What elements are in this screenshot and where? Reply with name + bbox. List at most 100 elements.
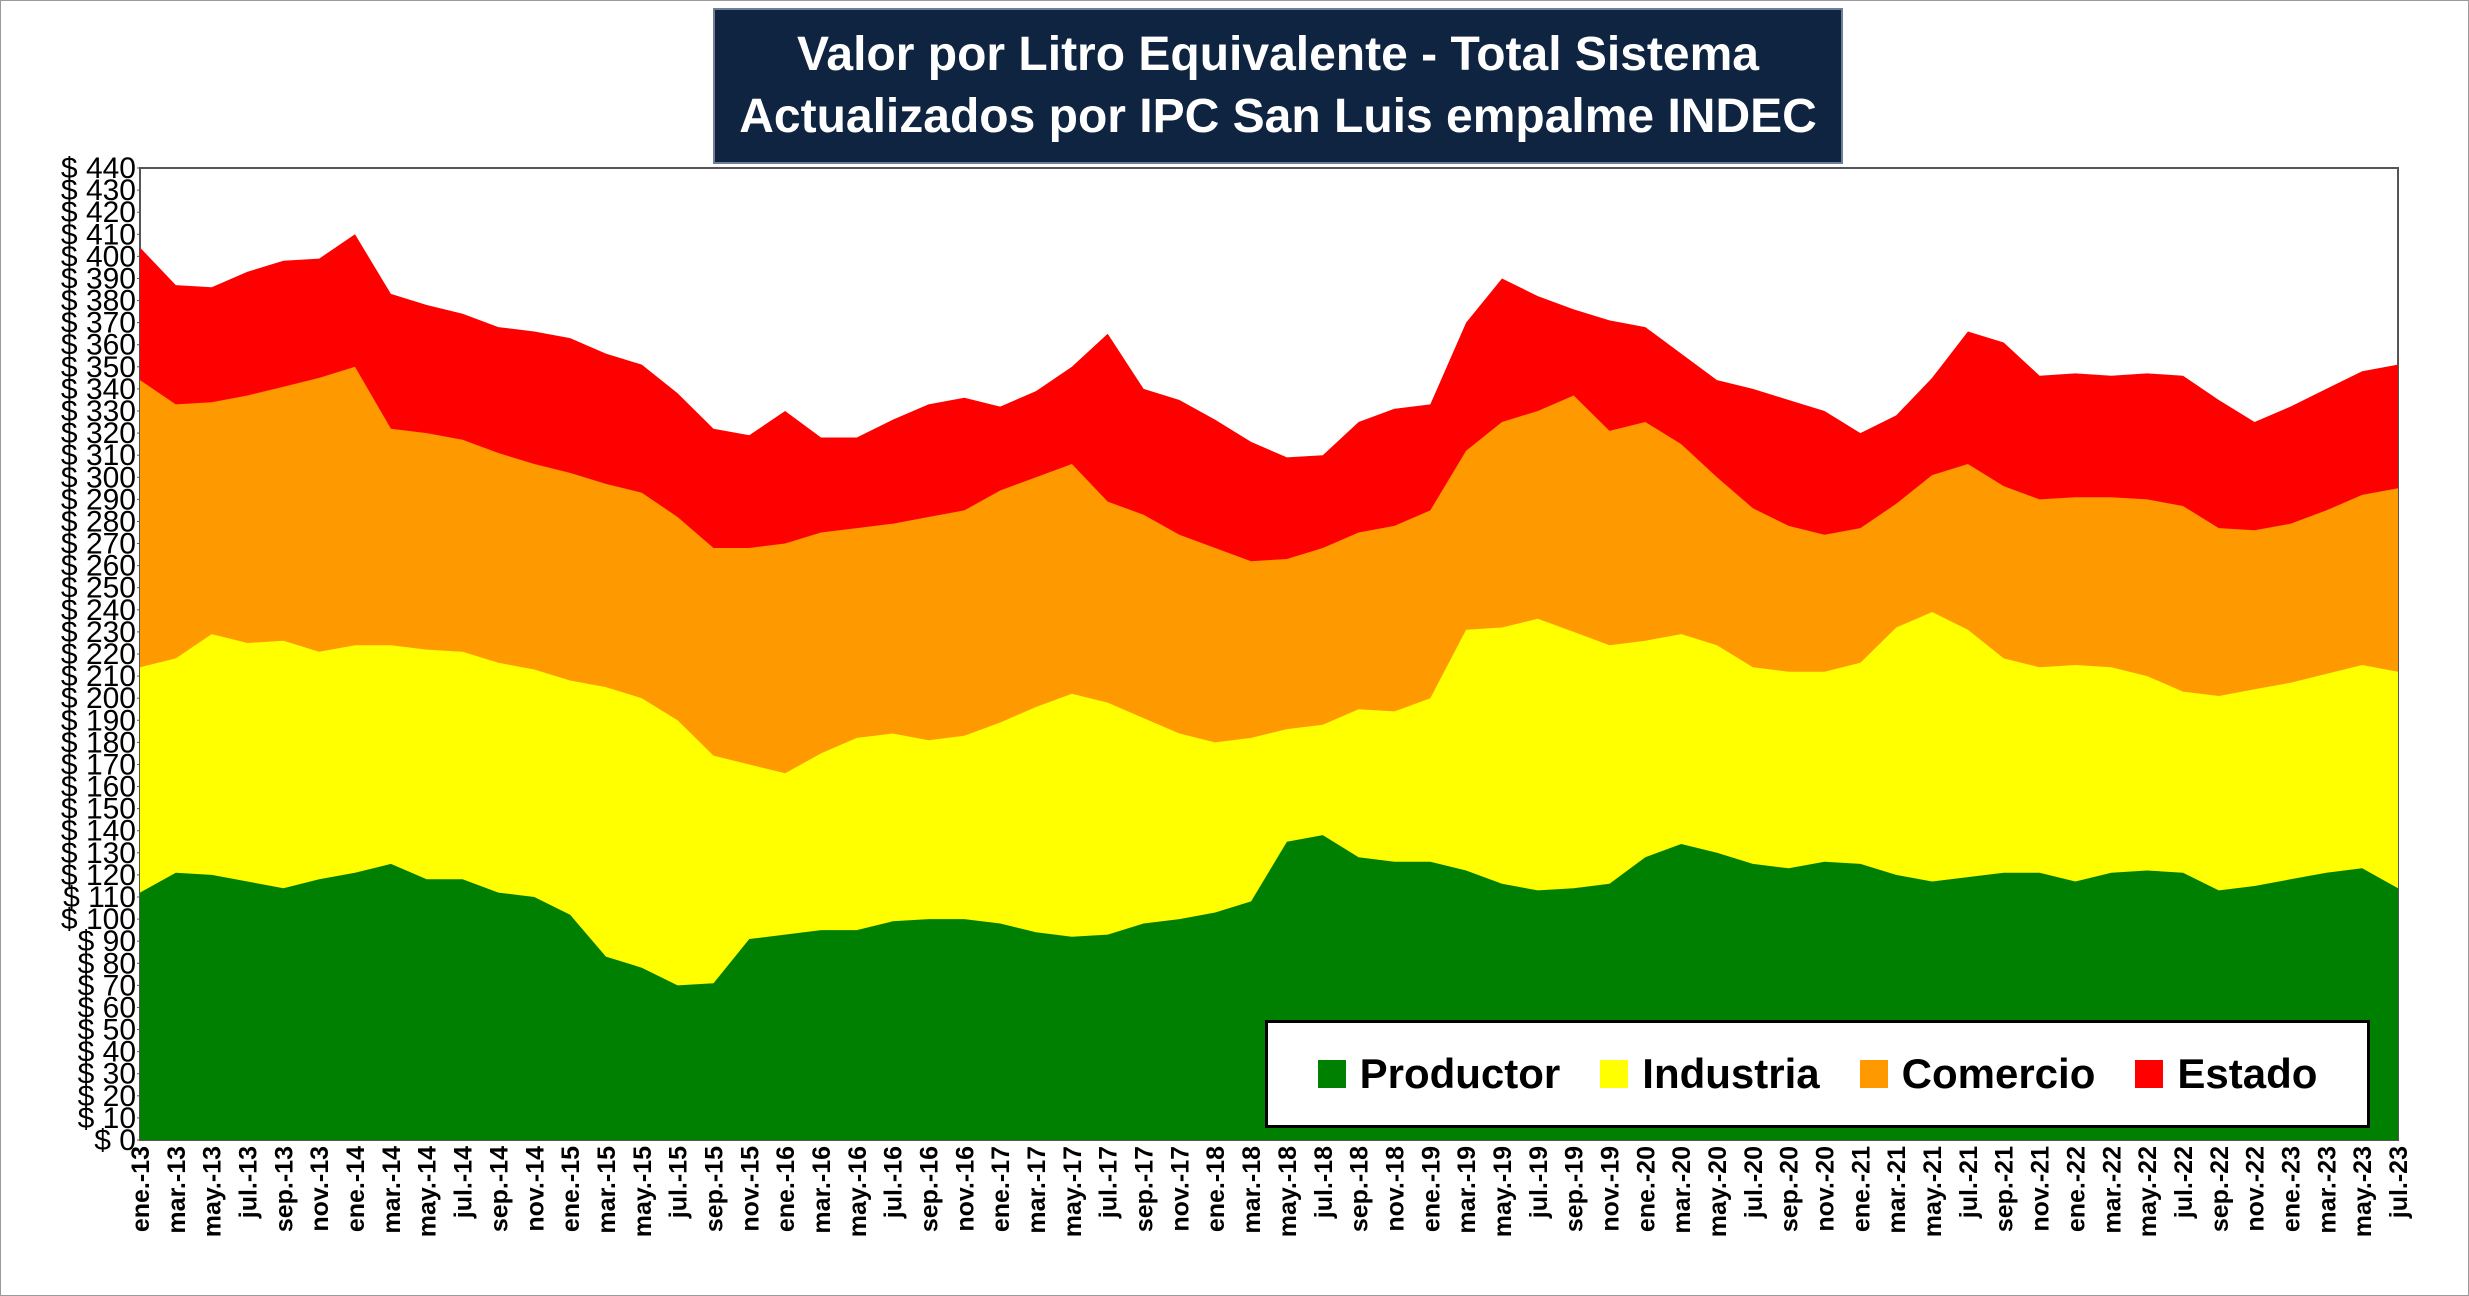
x-tick-label: jul.-21 <box>1955 1146 1983 1219</box>
y-tick-label: $ 250 <box>61 572 136 605</box>
y-tick-label: $ 110 <box>63 881 136 914</box>
y-tick-label: $ 280 <box>61 505 136 538</box>
x-tick-label: ene.-20 <box>1632 1146 1660 1232</box>
y-tick-label: $ 210 <box>61 660 136 693</box>
area-series-group <box>140 234 2398 1141</box>
y-tick-label: $ 10 <box>78 1102 136 1135</box>
x-tick-label: ene.-15 <box>557 1146 585 1232</box>
y-tick-label: $ 300 <box>61 461 136 494</box>
x-tick-label: ene.-21 <box>1847 1146 1875 1232</box>
x-tick-label: sep.-18 <box>1346 1146 1374 1232</box>
x-tick-label: sep.-13 <box>270 1146 298 1232</box>
y-tick-label: $ 60 <box>78 991 136 1024</box>
y-tick-label: $ 180 <box>61 726 136 759</box>
x-tick-label: ene.-18 <box>1202 1146 1230 1232</box>
x-tick-label: sep.-14 <box>485 1146 513 1232</box>
y-tick-label: $ 190 <box>61 704 136 737</box>
legend-label-productor: Productor <box>1359 1050 1561 1097</box>
x-tick-label: nov.-19 <box>1597 1146 1625 1232</box>
x-tick-label: may.-17 <box>1059 1146 1087 1237</box>
y-tick-label: $ 160 <box>61 771 136 804</box>
y-tick-label: $ 330 <box>61 395 136 428</box>
chart-title: Valor por Litro Equivalente - Total Sist… <box>797 28 1759 81</box>
y-tick-label: $ 320 <box>61 417 136 450</box>
y-tick-label: $ 50 <box>78 1014 136 1047</box>
x-tick-label: nov.-20 <box>1812 1146 1840 1232</box>
x-tick-label: ene.-14 <box>342 1146 370 1232</box>
y-tick-label: $ 430 <box>61 174 136 207</box>
legend-item-comercio: Comercio <box>1859 1050 2096 1098</box>
x-tick-label: mar.-23 <box>2313 1146 2341 1234</box>
y-tick-label: $ 0 <box>94 1124 136 1157</box>
y-tick-label: $ 30 <box>78 1058 136 1091</box>
x-tick-label: ene.-23 <box>2278 1146 2306 1232</box>
x-tick-label: nov.-17 <box>1166 1146 1194 1232</box>
legend: Productor Industria Comercio Estado <box>1265 1020 2370 1128</box>
x-tick-label: sep.-16 <box>916 1146 944 1232</box>
x-tick-label: mar.-13 <box>163 1146 191 1234</box>
x-tick-label: nov.-22 <box>2242 1146 2270 1232</box>
y-tick-label: $ 240 <box>61 594 136 627</box>
legend-item-industria: Industria <box>1600 1050 1820 1098</box>
x-tick-label: may.-15 <box>629 1146 657 1237</box>
x-tick-label: may.-22 <box>2134 1146 2162 1237</box>
y-tick-label: $ 390 <box>61 262 136 295</box>
x-tick-label: jul.-19 <box>1525 1146 1553 1219</box>
x-tick-label: mar.-15 <box>593 1146 621 1234</box>
x-tick-label: nov.-14 <box>521 1146 549 1232</box>
x-tick-label: may.-13 <box>199 1146 227 1237</box>
y-tick-label: $ 20 <box>78 1080 136 1113</box>
x-tick-label: may.-16 <box>844 1146 872 1237</box>
x-tick-label: may.-23 <box>2349 1146 2377 1237</box>
x-tick-label: mar.-21 <box>1883 1146 1911 1234</box>
chart-subtitle: Actualizados por IPC San Luis empalme IN… <box>739 90 1817 143</box>
y-tick-label: $ 100 <box>61 903 136 936</box>
x-tick-label: nov.-18 <box>1381 1146 1409 1232</box>
y-tick-label: $ 400 <box>61 240 136 273</box>
y-tick-label: $ 290 <box>61 483 136 516</box>
x-tick-label: sep.-20 <box>1776 1146 1804 1232</box>
x-tick-label: jul.-14 <box>450 1146 478 1219</box>
legend-swatch-estado <box>2135 1060 2164 1088</box>
x-tick-label: mar.-14 <box>378 1146 406 1234</box>
y-tick-label: $ 170 <box>61 748 136 781</box>
x-tick-label: mar.-16 <box>808 1146 836 1234</box>
x-tick-label: ene.-19 <box>1417 1146 1445 1232</box>
y-tick-label: $ 340 <box>61 373 136 406</box>
x-tick-label: jul.-15 <box>665 1146 693 1219</box>
x-tick-label: jul.-23 <box>2385 1146 2413 1219</box>
x-axis: ene.-13 mar.-13 may.-13 jul.-13 sep.-13 nov.-… <box>127 1146 2413 1237</box>
x-tick-label: jul.-18 <box>1310 1146 1338 1219</box>
y-tick-label: $ 260 <box>61 550 136 583</box>
x-tick-label: may.-21 <box>1919 1146 1947 1237</box>
legend-item-estado: Estado <box>2135 1050 2317 1098</box>
y-tick-label: $ 230 <box>61 616 136 649</box>
x-tick-label: nov.-16 <box>951 1146 979 1232</box>
y-tick-label: $ 70 <box>78 969 136 1002</box>
x-tick-label: sep.-21 <box>1991 1146 2019 1232</box>
x-tick-label: ene.-17 <box>987 1146 1015 1232</box>
y-axis: $ 0$ 10$ 20$ 30$ 40$ 50$ 60$ 70$ 80$ 90$… <box>61 152 140 1157</box>
y-tick-label: $ 440 <box>61 152 136 185</box>
x-tick-label: mar.-18 <box>1238 1146 1266 1234</box>
y-tick-label: $ 380 <box>61 285 136 318</box>
x-tick-label: sep.-19 <box>1561 1146 1589 1232</box>
y-tick-label: $ 90 <box>78 925 136 958</box>
y-tick-label: $ 270 <box>61 528 136 561</box>
x-tick-label: jul.-20 <box>1740 1146 1768 1219</box>
x-tick-label: may.-18 <box>1274 1146 1302 1237</box>
legend-swatch-industria <box>1600 1060 1629 1088</box>
legend-label-industria: Industria <box>1642 1050 1820 1097</box>
legend-label-comercio: Comercio <box>1901 1050 2096 1097</box>
x-tick-label: mar.-22 <box>2098 1146 2126 1234</box>
legend-swatch-comercio <box>1859 1060 1888 1088</box>
legend-label-estado: Estado <box>2177 1050 2318 1097</box>
x-tick-label: jul.-13 <box>235 1146 263 1219</box>
y-tick-label: $ 350 <box>61 351 136 384</box>
x-tick-label: ene.-13 <box>127 1146 155 1232</box>
y-tick-label: $ 120 <box>61 859 136 892</box>
x-tick-label: sep.-17 <box>1131 1146 1159 1232</box>
x-tick-label: may.-19 <box>1489 1146 1517 1237</box>
x-tick-label: sep.-22 <box>2206 1146 2234 1232</box>
